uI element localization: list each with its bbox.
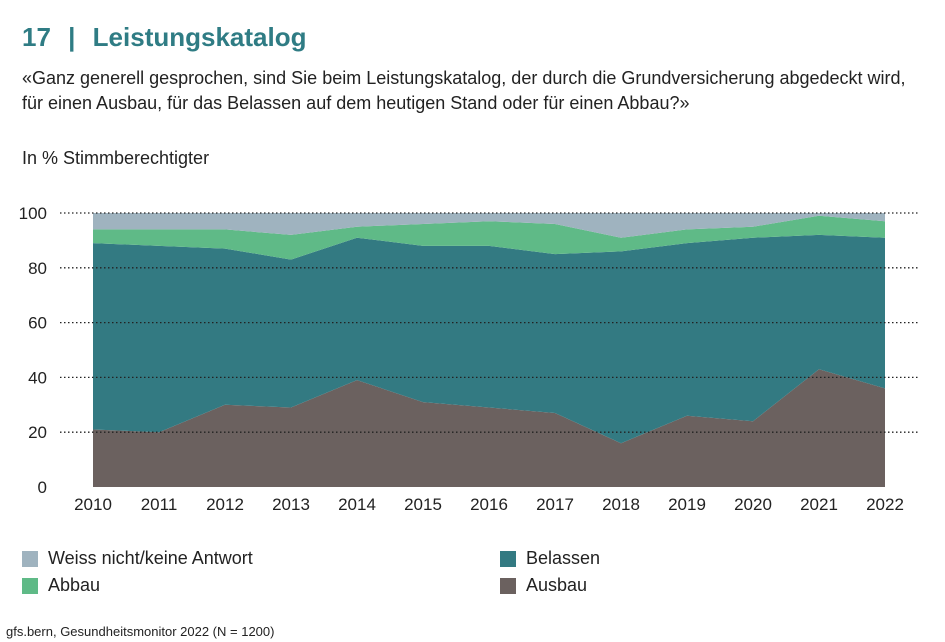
legend-item-ausbau: Ausbau <box>500 575 587 596</box>
y-tick-label: 0 <box>38 478 47 497</box>
y-tick-label: 40 <box>28 368 47 387</box>
legend-swatch-weiss-nicht <box>22 550 38 567</box>
x-tick-label: 2022 <box>866 495 904 514</box>
source-note: gfs.bern, Gesundheitsmonitor 2022 (N = 1… <box>6 624 275 639</box>
x-tick-label: 2011 <box>141 495 178 514</box>
area-abbau <box>93 215 885 260</box>
legend-label-weiss-nicht: Weiss nicht/keine Antwort <box>48 548 253 568</box>
title-separator: | <box>68 22 76 52</box>
y-tick-label: 80 <box>28 259 47 278</box>
x-tick-label: 2014 <box>338 495 376 514</box>
x-tick-label: 2013 <box>272 495 310 514</box>
legend-item-belassen: Belassen <box>500 548 600 569</box>
legend-label-ausbau: Ausbau <box>526 575 588 595</box>
unit-label: In % Stimmberechtigter <box>22 148 210 168</box>
x-tick-label: 2018 <box>602 495 640 514</box>
x-tick-label: 2015 <box>404 495 442 514</box>
y-tick-label: 60 <box>28 314 47 333</box>
x-tick-label: 2016 <box>470 495 508 514</box>
chart-number: 17 <box>22 22 51 52</box>
legend-label-belassen: Belassen <box>526 548 601 568</box>
area-ausbau <box>93 369 885 487</box>
legend-label-abbau: Abbau <box>48 575 101 595</box>
legend-item-abbau: Abbau <box>22 575 100 596</box>
stacked-area-chart: 0 20 40 60 80 100 2010 2011 2012 2013 2014 2015 2016… <box>19 204 918 514</box>
legend-swatch-abbau <box>22 577 38 594</box>
legend-swatch-ausbau <box>500 577 516 594</box>
x-tick-label: 2021 <box>800 495 838 514</box>
x-tick-label: 2017 <box>536 495 574 514</box>
chart-title-text: Leistungskatalog <box>92 22 307 52</box>
x-tick-label: 2012 <box>206 495 244 514</box>
area-weiss-nicht-keine-antwort <box>93 213 885 238</box>
x-tick-label: 2019 <box>668 495 706 514</box>
x-tick-label: 2020 <box>734 495 772 514</box>
legend-item-weiss-nicht: Weiss nicht/keine Antwort <box>22 548 253 569</box>
x-tick-label: 2010 <box>74 495 112 514</box>
legend-swatch-belassen <box>500 550 516 567</box>
survey-question: «Ganz generell gesprochen, sind Sie beim… <box>22 68 906 113</box>
area-belassen <box>93 234 885 444</box>
y-tick-label: 20 <box>28 423 47 442</box>
y-tick-label: 100 <box>19 204 47 223</box>
chart-title: 17 | Leistungskatalog <box>22 22 307 53</box>
